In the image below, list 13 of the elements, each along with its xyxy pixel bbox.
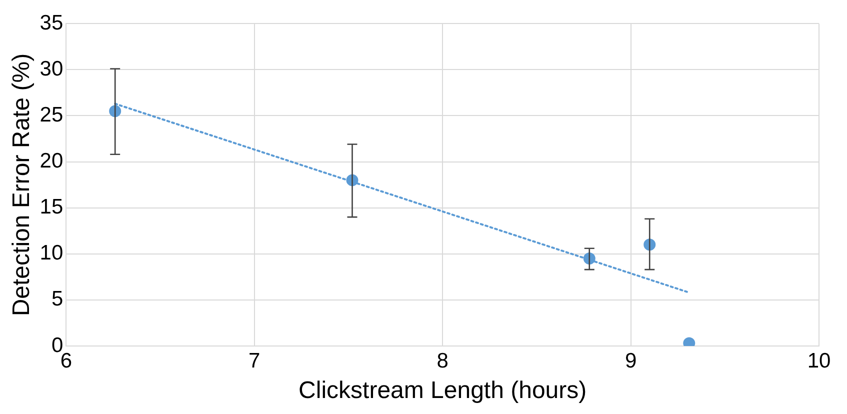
y-tick-label: 25 <box>40 104 64 127</box>
y-tick-label: 30 <box>40 57 64 80</box>
x-tick-label: 9 <box>624 349 637 372</box>
y-axis-title: Detection Error Rate (%) <box>8 53 36 316</box>
y-tick-label: 15 <box>40 196 64 219</box>
x-tick-label: 7 <box>248 349 260 372</box>
y-tick-label: 10 <box>40 242 64 265</box>
x-tick-label: 10 <box>807 349 831 372</box>
x-axis-title: Clickstream Length (hours) <box>298 377 587 404</box>
x-tick-label: 8 <box>436 349 448 372</box>
y-tick-label: 5 <box>51 288 64 311</box>
y-tick-label: 35 <box>40 11 64 34</box>
y-tick-label: 20 <box>40 150 64 173</box>
